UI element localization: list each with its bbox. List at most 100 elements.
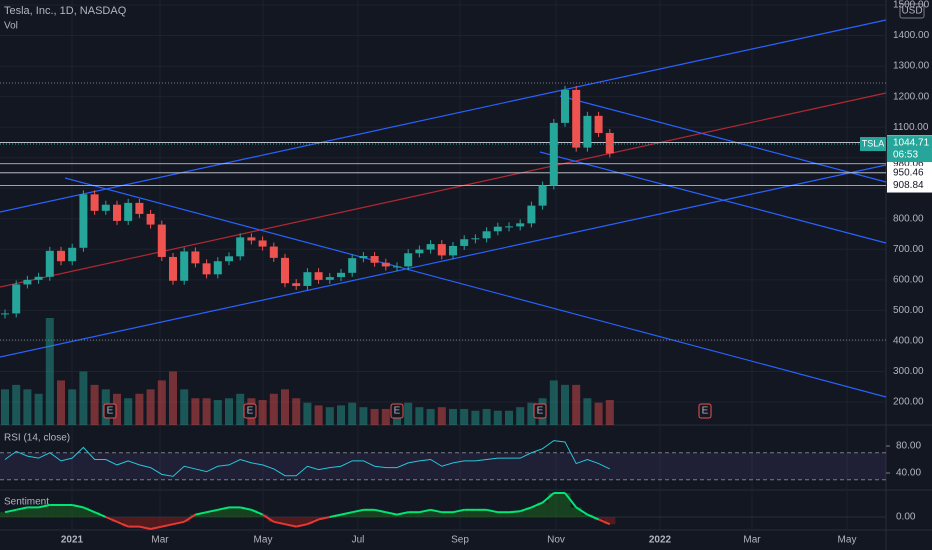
y-tick-label: 800.00 (893, 213, 924, 224)
candle (180, 251, 189, 281)
sentiment-area (201, 512, 213, 517)
sentiment-area (593, 517, 605, 520)
earnings-marker (698, 403, 712, 419)
volume-bar (583, 398, 592, 425)
sentiment-line (295, 523, 308, 528)
candle (281, 257, 289, 284)
sentiment-area (548, 493, 560, 517)
sentiment-area (290, 517, 302, 527)
volume-bar (471, 410, 480, 425)
volume-bar (303, 402, 312, 425)
sentiment-line (385, 511, 398, 516)
earnings-label: E (107, 406, 114, 417)
volume-bar (135, 393, 144, 425)
sentiment-area (77, 507, 89, 517)
sentiment-line (139, 525, 151, 530)
volume-bar (146, 389, 155, 425)
sentiment-title: Sentiment (4, 497, 49, 508)
volume-bar (561, 384, 569, 425)
candle (23, 279, 32, 285)
sentiment-area (257, 514, 269, 517)
volume-bar (281, 389, 289, 425)
sentiment-line (598, 518, 611, 526)
sentiment-line (307, 518, 319, 526)
sentiment-line (83, 506, 95, 514)
candle (325, 277, 334, 280)
sentiment-area (212, 509, 224, 517)
y-tick-label: 400.00 (893, 336, 924, 347)
y-tick-label: 600.00 (893, 274, 924, 285)
volume-bar (57, 380, 65, 425)
sentiment-area (604, 517, 616, 525)
sentiment-line (284, 523, 297, 528)
candle (426, 244, 435, 250)
sentiment-area (391, 514, 403, 517)
volume-bar (426, 408, 435, 425)
sentiment-area (245, 509, 257, 517)
candle (527, 205, 536, 224)
volume-bar (157, 380, 166, 425)
sentiment-line (519, 506, 532, 513)
sentiment-area (369, 509, 381, 517)
sentiment-area (469, 509, 481, 517)
sentiment-area (458, 509, 470, 517)
sentiment-area (234, 507, 246, 517)
sentiment-area (268, 517, 280, 522)
sentiment-area (537, 502, 549, 517)
sentiment-line (150, 525, 163, 530)
currency-box[interactable] (899, 3, 925, 19)
sentiment-area (492, 512, 504, 517)
y-tick-label: 200.00 (893, 397, 924, 408)
sentiment-area (55, 505, 67, 517)
x-tick-label: Sep (451, 535, 469, 546)
sentiment-area (111, 517, 123, 522)
rsi-tick-label: 80.00 (896, 441, 921, 452)
volume-bar (549, 380, 558, 425)
level-label: 980.06 (893, 158, 924, 169)
candle (493, 226, 502, 232)
currency[interactable]: USD (901, 6, 922, 17)
y-tick-label: 1300.00 (893, 61, 930, 72)
candle (437, 244, 446, 256)
candle (370, 256, 379, 263)
sentiment-area (335, 514, 347, 517)
sentiment-area (89, 512, 101, 517)
candle (213, 261, 222, 275)
sentiment-area (167, 517, 179, 525)
rsi-title: RSI (14, close) (4, 433, 70, 444)
sentiment-area (570, 507, 582, 517)
y-tick-label: 1500.00 (893, 0, 930, 11)
candle (314, 272, 323, 280)
sentiment-tick-label: 0.00 (896, 512, 916, 523)
sentiment-line (419, 508, 431, 514)
candle (45, 250, 54, 277)
y-tick-label: 1200.00 (893, 91, 930, 102)
candle (113, 204, 121, 221)
last-price-tag (887, 136, 932, 163)
sentiment-area (481, 509, 493, 517)
candle (202, 263, 211, 275)
volume-bar (169, 371, 177, 425)
candle (460, 239, 469, 246)
sentiment-line (452, 508, 465, 514)
candle (538, 185, 547, 206)
candle (292, 283, 301, 286)
sentiment-area (44, 505, 56, 517)
candle (157, 224, 166, 257)
volume-bar (113, 393, 121, 425)
volume-bar (213, 400, 222, 425)
candle (247, 237, 256, 241)
volume-bar (505, 410, 513, 425)
candle (135, 202, 144, 214)
sentiment-line (15, 506, 28, 511)
sentiment-area (413, 512, 425, 517)
sentiment-line (94, 511, 107, 518)
volume-bar (527, 402, 536, 425)
sentiment-line (508, 510, 521, 514)
sentiment-line (273, 520, 286, 526)
volume-bar (449, 408, 457, 425)
candle (12, 284, 21, 314)
x-tick-label: May (838, 535, 857, 546)
sentiment-line (195, 511, 207, 516)
candle (79, 194, 88, 248)
